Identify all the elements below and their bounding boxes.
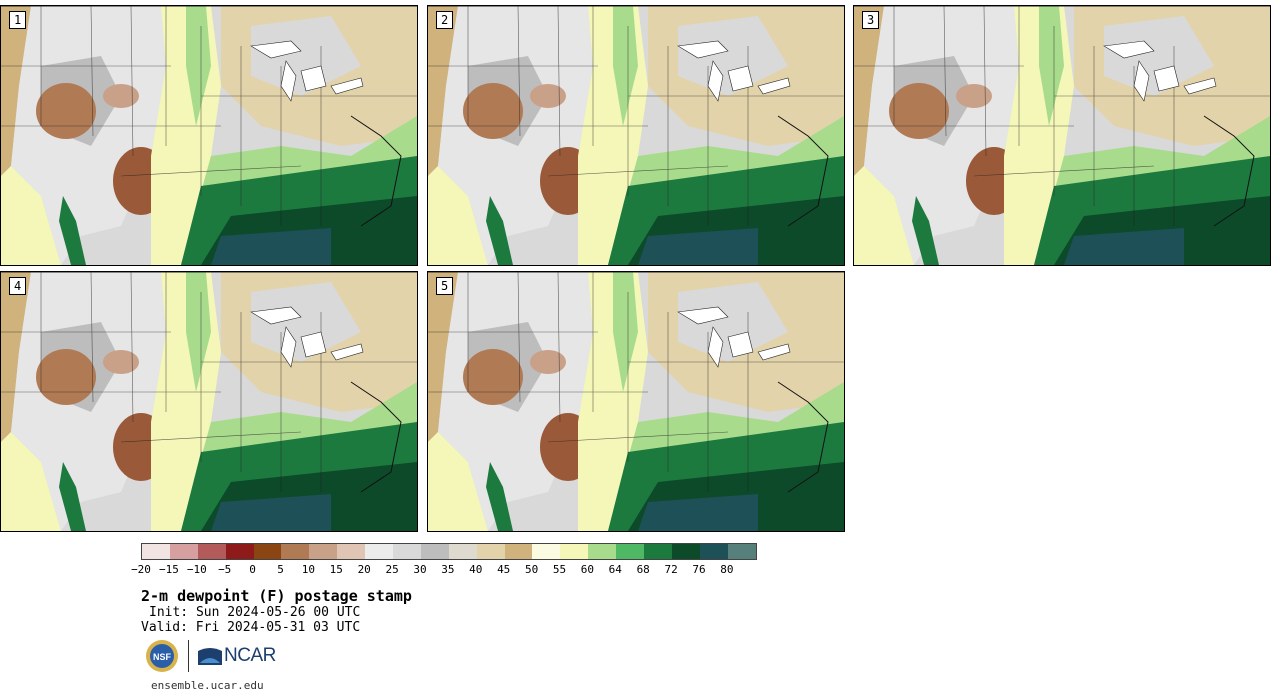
page-title: 2-m dewpoint (F) postage stamp [141, 587, 412, 605]
panel-number: 2 [436, 11, 454, 29]
map-panel-1: 1 [0, 5, 418, 266]
color-scale-tick: 40 [469, 563, 483, 576]
init-time: Init: Sun 2024-05-26 00 UTC [149, 605, 361, 620]
color-scale-ticks: −20 −15 −10 −5 0 5 10 15 20 25 30 35 40 45 50 55 60 64 68 7… [131, 563, 761, 577]
color-swatch [169, 544, 198, 559]
color-swatch [616, 544, 645, 559]
ncar-logo: NCAR [198, 645, 276, 667]
color-swatch [337, 544, 366, 559]
color-swatch [420, 544, 449, 559]
panel-number: 5 [436, 277, 454, 295]
color-swatch [448, 544, 477, 559]
color-scale-tick: −10 [186, 563, 207, 576]
logo-row: NSF NCAR [145, 638, 276, 674]
color-scale-tick: 15 [329, 563, 343, 576]
color-scale-tick: 68 [636, 563, 650, 576]
color-swatch [393, 544, 421, 559]
color-scale-tick: 35 [441, 563, 455, 576]
dewpoint-map [428, 6, 844, 265]
map-panel-5: 5 [427, 271, 845, 532]
ncar-mark-icon [198, 648, 222, 665]
color-swatch [225, 544, 254, 559]
ncar-logo-text: NCAR [224, 645, 276, 666]
color-scale-tick: −20 [131, 563, 151, 576]
color-swatch [142, 544, 170, 559]
color-scale-tick: 0 [249, 563, 256, 576]
color-swatch [281, 544, 310, 559]
color-scale-tick: 60 [580, 563, 595, 576]
map-panel-3: 3 [853, 5, 1271, 266]
dewpoint-map [1, 272, 417, 531]
color-swatch [476, 544, 505, 559]
dewpoint-map [854, 6, 1270, 265]
color-swatch [532, 544, 561, 559]
logo-divider [188, 640, 189, 672]
color-scale-tick: 45 [497, 563, 511, 576]
map-panel-2: 2 [427, 5, 845, 266]
color-scale-tick: 55 [552, 563, 567, 576]
site-url: ensemble.ucar.edu [151, 679, 264, 692]
nsf-logo-icon: NSF [146, 640, 178, 672]
map-panel-4: 4 [0, 271, 418, 532]
valid-time: Valid: Fri 2024-05-31 03 UTC [141, 620, 361, 635]
color-scale-tick: 64 [608, 563, 622, 576]
color-swatch [253, 544, 282, 559]
dewpoint-map [1, 6, 417, 265]
color-swatch [365, 544, 394, 559]
panel-number: 4 [9, 277, 27, 295]
color-scale-tick: 10 [301, 563, 316, 576]
color-swatch [644, 544, 672, 559]
color-swatch [504, 544, 533, 559]
color-scale-tick: 30 [413, 563, 427, 576]
dewpoint-map [428, 272, 844, 531]
nsf-logo-text: NSF [153, 652, 172, 662]
color-swatch [197, 544, 226, 559]
color-scale-tick: 50 [524, 563, 539, 576]
color-swatch [727, 544, 756, 559]
color-scale-tick: 20 [357, 563, 371, 576]
color-scale-bar [141, 543, 757, 560]
color-scale-tick: 76 [692, 563, 706, 576]
color-scale-tick: −5 [218, 563, 232, 576]
color-scale-tick: 5 [277, 563, 284, 576]
color-swatch [309, 544, 338, 559]
panel-number: 3 [862, 11, 880, 29]
color-swatch [560, 544, 589, 559]
color-scale-tick: −15 [158, 563, 179, 576]
color-swatch [671, 544, 700, 559]
color-swatch [699, 544, 728, 559]
color-scale-tick: 25 [385, 563, 399, 576]
color-scale-tick: 72 [664, 563, 678, 576]
panel-number: 1 [9, 11, 27, 29]
color-swatch [588, 544, 617, 559]
color-scale-tick: 80 [720, 563, 734, 576]
